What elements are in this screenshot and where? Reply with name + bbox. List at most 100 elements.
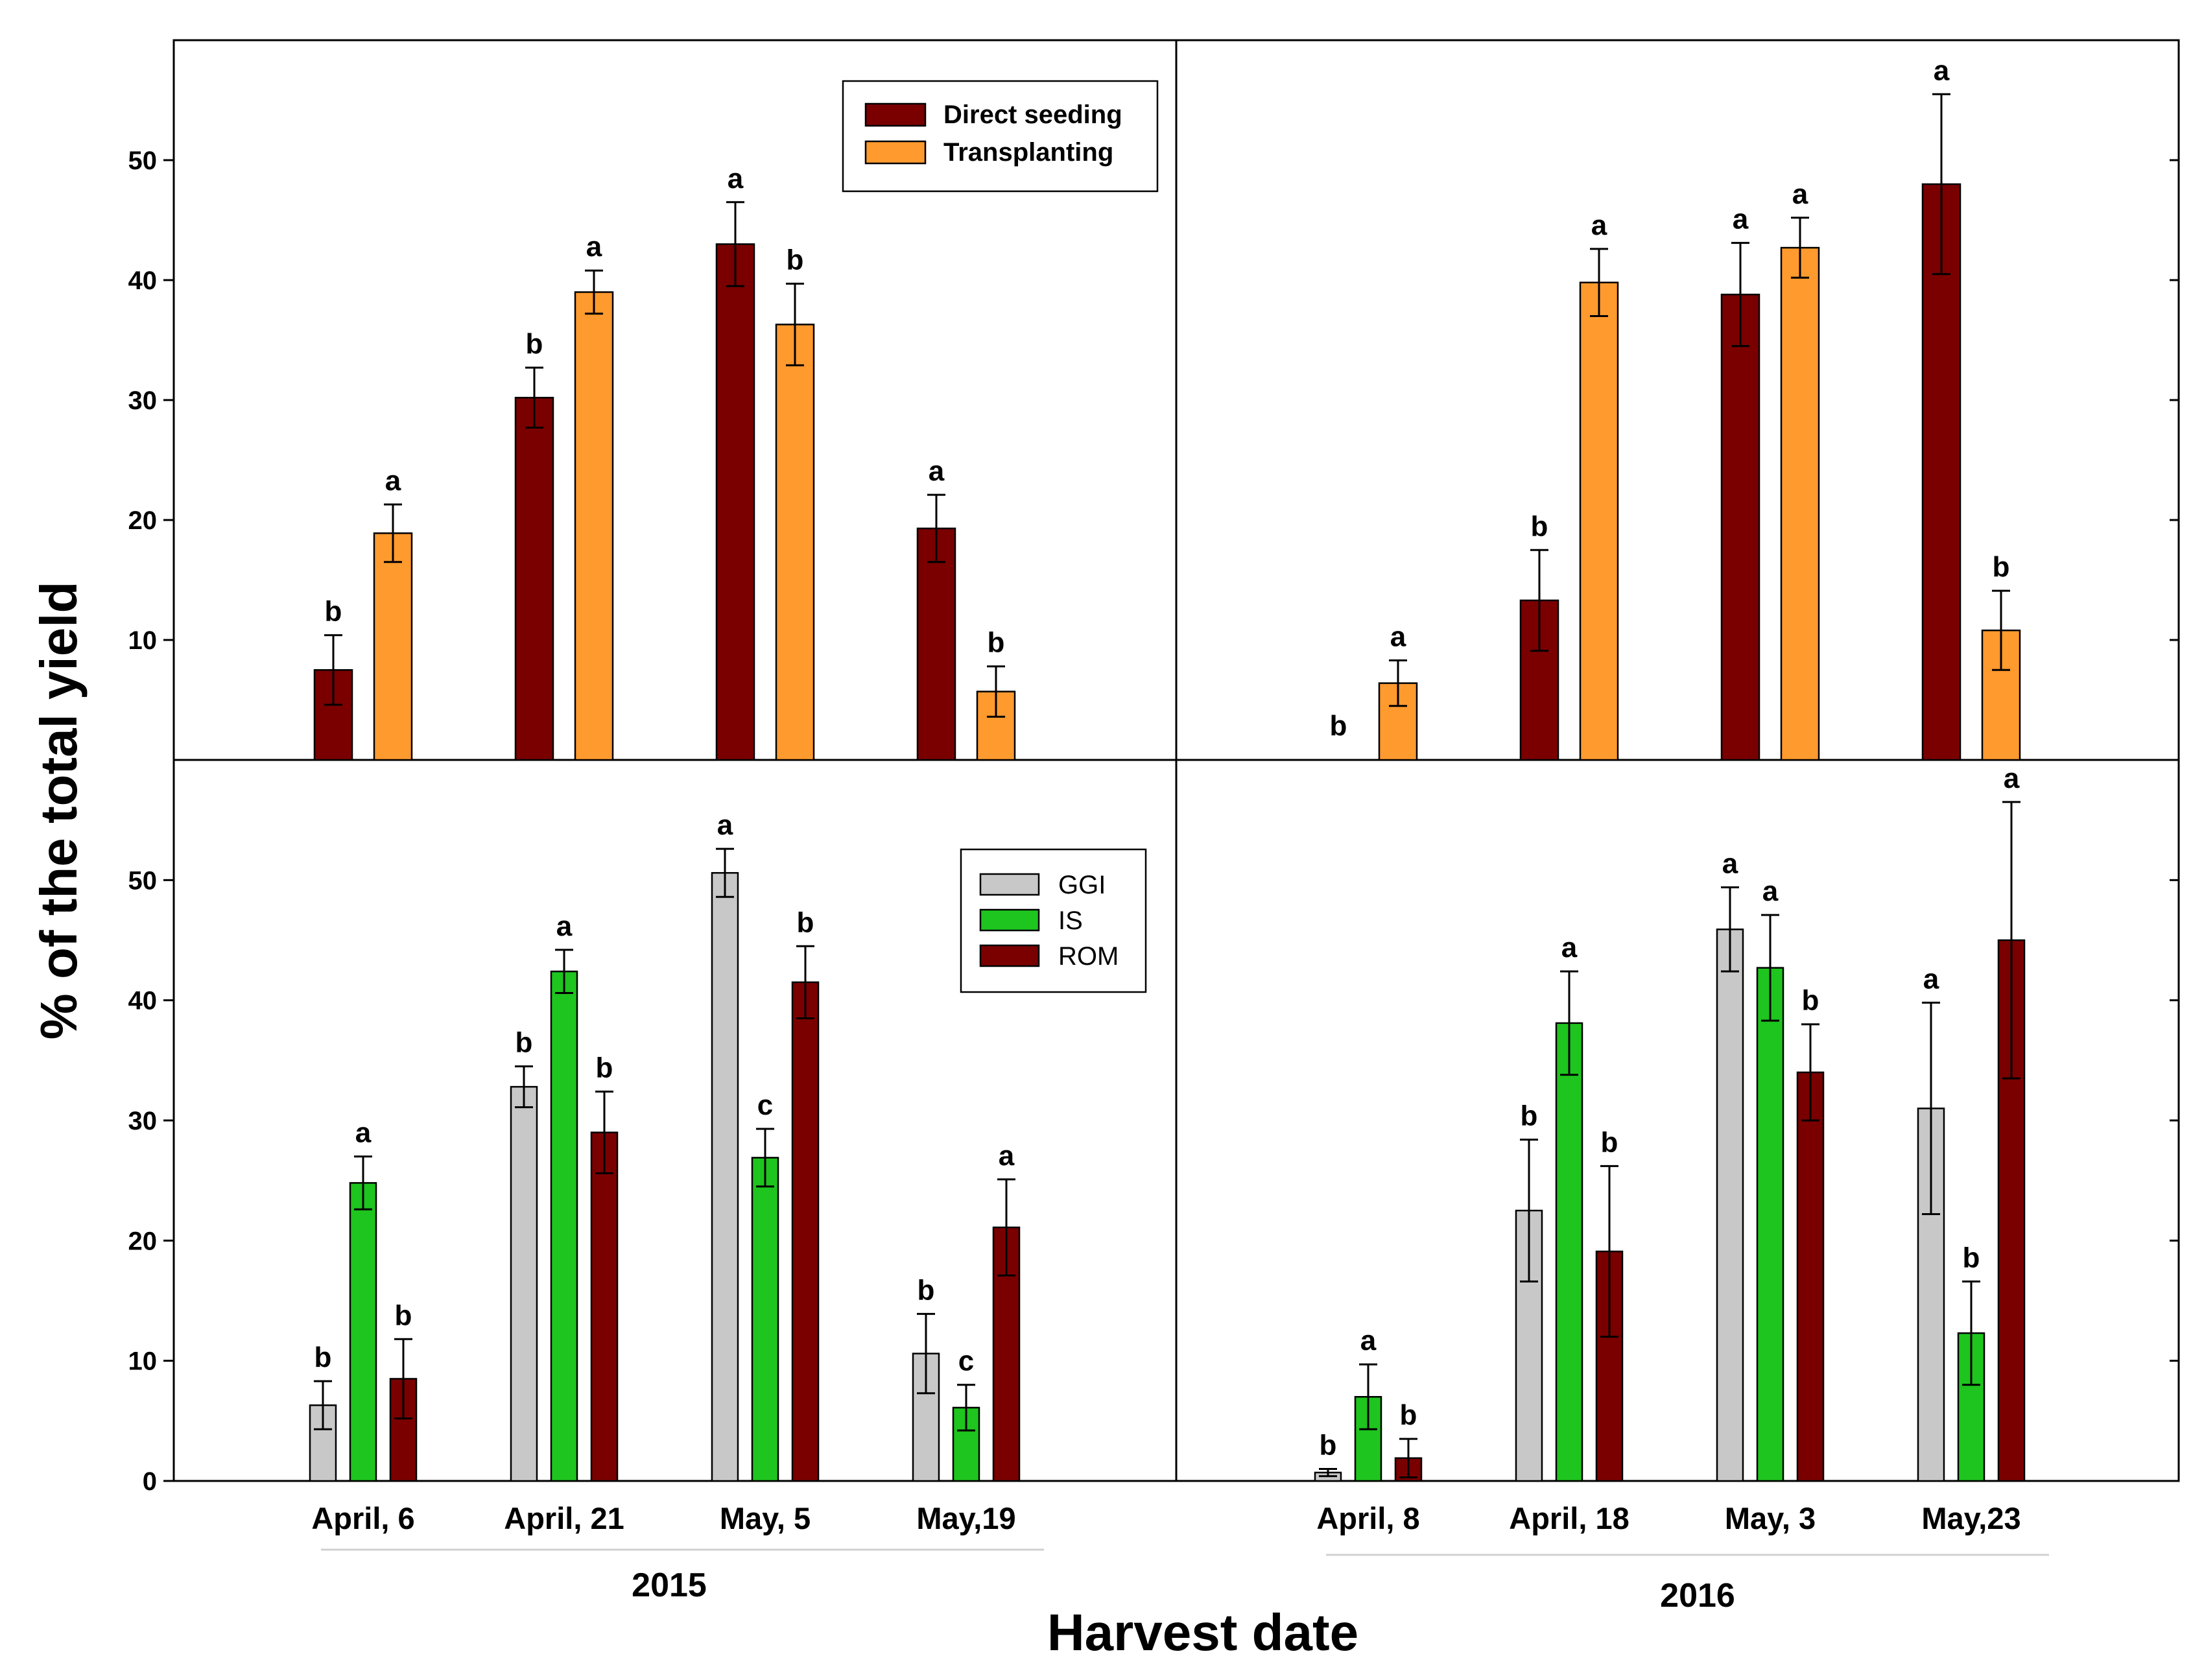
significance-letter: b: [787, 244, 804, 276]
y-tick-label: 0: [143, 1467, 157, 1496]
legend-label: Transplanting: [943, 138, 1113, 167]
bar-is: [350, 1183, 376, 1481]
significance-letter: b: [1521, 1100, 1538, 1132]
significance-letter: b: [526, 328, 543, 360]
significance-letter: b: [596, 1052, 613, 1084]
significance-letter: a: [1762, 875, 1779, 907]
significance-letter: a: [2004, 763, 2020, 794]
y-tick-label: 40: [128, 266, 158, 295]
bar-rom: [591, 1133, 617, 1481]
y-tick-label: 30: [128, 386, 158, 415]
significance-letter: b: [1330, 710, 1347, 742]
y-axis-ticks: 10 20 30 40 50 0 10 20 30 40 50: [128, 147, 2179, 1496]
y-tick-label: 20: [128, 1227, 158, 1255]
y-tick-label: 50: [128, 866, 158, 895]
bars: [310, 94, 2024, 1481]
bar-direct-seeding: [918, 528, 955, 760]
significance-letter: a: [1923, 963, 1939, 995]
significance-letter: b: [1531, 510, 1548, 542]
significance-letter: a: [1591, 209, 1607, 241]
significance-letter: b: [918, 1274, 935, 1306]
significance-letter: b: [1320, 1429, 1337, 1461]
x-category-label: April, 21: [504, 1501, 624, 1535]
bar-chart: 102030405001020304050 bbaaaa bbbbaaaaabbb…: [0, 0, 2204, 1677]
significance-letter: b: [1601, 1126, 1618, 1158]
significance-letter: b: [1993, 551, 2010, 583]
significance-letter: b: [797, 906, 814, 938]
significance-letter: b: [395, 1299, 412, 1331]
x-category-label: April, 6: [311, 1501, 414, 1535]
significance-letter: a: [999, 1140, 1015, 1172]
x-category-label: May, 5: [720, 1501, 811, 1535]
bar-is: [1556, 1023, 1582, 1481]
legend-label: ROM: [1058, 942, 1119, 971]
figure: 10 20 30 40 50 0 10 20 30 40 50 bbaaaabbbbaaaaabbb…: [0, 0, 2204, 1677]
y-tick-label: 10: [128, 626, 158, 655]
legend-box-planting: [843, 81, 1157, 191]
bar-transplanting: [1580, 283, 1618, 760]
legend-swatch: [980, 874, 1039, 895]
legends: Direct seeding Transplanting GGI IS ROM: [843, 81, 1157, 992]
bar-ggi: [1717, 929, 1743, 1481]
bar-transplanting: [374, 533, 412, 760]
significance-letter: a: [1722, 847, 1738, 879]
legend-label: GGI: [1058, 871, 1106, 899]
significance-letter: c: [958, 1345, 974, 1377]
significance-letter: a: [1792, 178, 1808, 210]
bar-ggi: [712, 873, 738, 1481]
y-tick-label: 30: [128, 1107, 158, 1135]
legend-swatch: [866, 141, 925, 163]
legend-swatch: [980, 945, 1039, 966]
y-axis-title: % of the total yield: [30, 582, 88, 1040]
significance-letter: b: [325, 596, 342, 628]
significance-letter: a: [1390, 621, 1406, 652]
bar-transplanting: [776, 324, 814, 760]
bar-ggi: [511, 1087, 537, 1481]
significance-letter: a: [355, 1117, 372, 1149]
panel-frame-top-2016: [1176, 40, 2179, 760]
legend-swatch: [980, 910, 1039, 930]
legend-label: IS: [1058, 906, 1083, 935]
panel-frame-bottom-2016: [1176, 760, 2179, 1481]
significance-letter: b: [1400, 1399, 1417, 1431]
bar-rom: [1797, 1072, 1823, 1481]
bar-is: [551, 971, 577, 1481]
significance-letter: a: [385, 465, 401, 497]
significance-letter: b: [988, 627, 1005, 659]
x-category-label: May,23: [1921, 1501, 2020, 1535]
year-label-2015: 2015: [632, 1567, 707, 1604]
bar-direct-seeding: [515, 397, 553, 760]
significance-letter: c: [757, 1089, 773, 1121]
significance-letter: b: [314, 1342, 332, 1373]
significance-letter: a: [1360, 1325, 1377, 1356]
significance-letter: a: [728, 163, 744, 195]
significance-letter: b: [515, 1027, 533, 1059]
significance-letter: a: [1934, 54, 1950, 86]
x-category-label: April, 8: [1316, 1501, 1419, 1535]
bar-is: [1757, 968, 1783, 1481]
significance-letter: a: [1733, 204, 1749, 235]
significance-letter: b: [1963, 1242, 1980, 1273]
year-label-2016: 2016: [1660, 1577, 1735, 1615]
y-tick-label: 20: [128, 506, 158, 535]
legend-label: Direct seeding: [943, 101, 1122, 129]
x-category-label: May, 3: [1725, 1501, 1816, 1535]
significance-letter: a: [1561, 932, 1578, 964]
x-category-label: April, 18: [1509, 1501, 1629, 1535]
significance-letter: b: [1802, 985, 1819, 1017]
y-tick-label: 40: [128, 987, 158, 1015]
y-tick-label: 10: [128, 1347, 158, 1376]
significance-letter: a: [556, 910, 573, 942]
bar-transplanting: [575, 292, 613, 761]
bar-is: [752, 1157, 778, 1481]
x-axis-title: Harvest date: [1047, 1603, 1358, 1661]
bar-direct-seeding: [717, 244, 754, 761]
y-tick-label: 50: [128, 147, 158, 175]
bar-rom: [792, 982, 818, 1481]
bar-direct-seeding: [1722, 294, 1759, 760]
significance-letter: a: [717, 809, 733, 841]
bar-transplanting: [1781, 248, 1819, 760]
panel-frames: [174, 40, 2179, 1481]
x-category-labels: April, 6 April, 21 May, 5 May,19 April, 8 Apr…: [311, 1501, 2020, 1535]
significance-letter: a: [586, 231, 602, 263]
